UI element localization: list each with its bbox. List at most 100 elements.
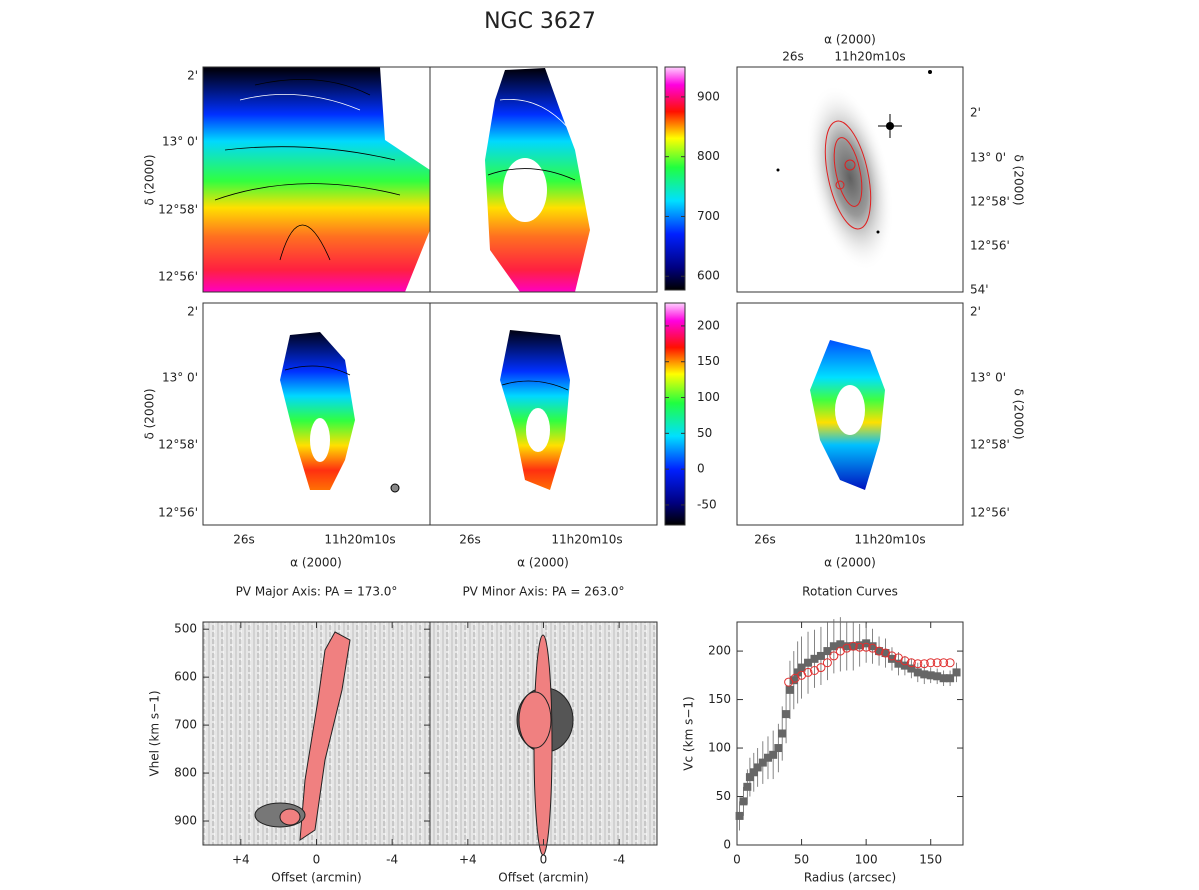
- point: [919, 659, 929, 669]
- point: [900, 661, 909, 670]
- ra-tick-label: 26s: [782, 50, 804, 64]
- panel-frame: [429, 66, 658, 293]
- point: [939, 674, 948, 683]
- point: [906, 658, 916, 668]
- ra-tick-label: 11h20m10s: [324, 533, 395, 547]
- dec-tick-label: 54': [970, 283, 989, 297]
- dec-label: δ (2000): [1012, 388, 1026, 439]
- dec-tick-label: 13° 0': [970, 371, 1006, 385]
- dec-tick-label: 12°56': [970, 239, 1010, 253]
- velocity-map: [280, 332, 400, 493]
- ra-label: α (2000): [824, 33, 876, 47]
- colorbar-tick-label: 150: [697, 354, 720, 368]
- x-tick-label: +4: [232, 853, 250, 867]
- dec-tick-label: 2': [187, 69, 198, 83]
- point: [816, 663, 826, 673]
- colorbar-tick-label: 700: [697, 209, 720, 223]
- point: [842, 643, 852, 653]
- point: [913, 668, 922, 677]
- point: [952, 668, 961, 677]
- dec-tick-label: 13° 0': [162, 135, 198, 149]
- x-tick-label: -4: [386, 853, 398, 867]
- dec-tick-label: 12°56': [158, 506, 198, 520]
- point: [887, 651, 897, 661]
- x-tick-label: -4: [613, 853, 625, 867]
- y-tick-label: 50: [716, 789, 731, 803]
- ra-tick-label: 26s: [459, 533, 481, 547]
- point: [803, 667, 813, 677]
- dec-label: δ (2000): [1012, 154, 1026, 205]
- ra-label: α (2000): [824, 556, 876, 570]
- panel-frame: [736, 302, 964, 526]
- point: [926, 658, 936, 668]
- point: [875, 647, 884, 656]
- pv-image: [430, 622, 657, 856]
- ra-tick-label: 11h20m10s: [551, 533, 622, 547]
- point: [849, 642, 858, 651]
- dec-tick-label: 12°58': [970, 195, 1010, 209]
- point: [874, 646, 884, 656]
- x-axis-label: Offset (arcmin): [271, 871, 361, 885]
- dec-tick-label: 13° 0': [970, 151, 1006, 165]
- dec-tick-label: 2': [970, 305, 981, 319]
- point: [829, 651, 839, 661]
- y-tick-label: 900: [174, 814, 197, 828]
- point: [926, 671, 935, 680]
- point: [778, 729, 787, 738]
- point: [855, 641, 864, 650]
- point: [907, 664, 916, 673]
- point: [743, 782, 752, 791]
- colorbar-tick-label: 0: [697, 462, 705, 476]
- point: [848, 641, 858, 651]
- colorbar-tick-label: 800: [697, 149, 720, 163]
- point: [749, 768, 758, 777]
- point: [913, 659, 923, 669]
- dec-label: δ (2000): [143, 388, 157, 439]
- point: [881, 649, 890, 658]
- point: [785, 685, 794, 694]
- point: [789, 676, 798, 685]
- point: [810, 654, 819, 663]
- colorbar-tick-label: 900: [697, 89, 720, 103]
- y-axis-label: Vhel (km s−1): [148, 690, 162, 776]
- colorbar-tick-label: 50: [697, 426, 712, 440]
- x-tick-label: 0: [540, 853, 548, 867]
- velocity-map: [485, 68, 590, 292]
- point: [782, 710, 791, 719]
- point: [887, 654, 896, 663]
- panel-title: Rotation Curves: [802, 585, 898, 599]
- ra-tick-label: 26s: [754, 533, 776, 547]
- dec-tick-label: 13° 0': [162, 371, 198, 385]
- panel-frame: [429, 302, 658, 526]
- velocity-map: [810, 340, 885, 490]
- figure-title: NGC 3627: [484, 9, 596, 34]
- y-tick-label: 500: [174, 622, 197, 636]
- x-axis-label: Radius (arcsec): [804, 871, 896, 885]
- pv-image: [203, 622, 430, 845]
- colorbar-tick-label: 600: [697, 269, 720, 283]
- point: [793, 668, 802, 677]
- y-tick-label: 800: [174, 766, 197, 780]
- panel-frame: [736, 621, 964, 846]
- colorbar-tick-label: -50: [697, 497, 717, 511]
- point: [894, 659, 903, 668]
- ra-label: α (2000): [517, 556, 569, 570]
- dec-tick-label: 2': [970, 106, 981, 120]
- ra-label: α (2000): [290, 556, 342, 570]
- optical-image: [776, 70, 932, 272]
- point: [763, 753, 772, 762]
- dec-label: δ (2000): [143, 154, 157, 205]
- point: [932, 658, 942, 668]
- y-axis-label: Vc (km s−1): [682, 696, 696, 770]
- dec-tick-label: 12°56': [158, 270, 198, 284]
- point: [939, 658, 949, 668]
- velocity-map: [500, 330, 570, 490]
- dec-tick-label: 12°58': [158, 203, 198, 217]
- point: [946, 674, 955, 683]
- point: [829, 642, 838, 651]
- point: [735, 811, 744, 820]
- point: [739, 797, 748, 806]
- panel-title: PV Major Axis: PA = 173.0°: [236, 585, 398, 599]
- ra-tick-label: 11h20m10s: [854, 533, 925, 547]
